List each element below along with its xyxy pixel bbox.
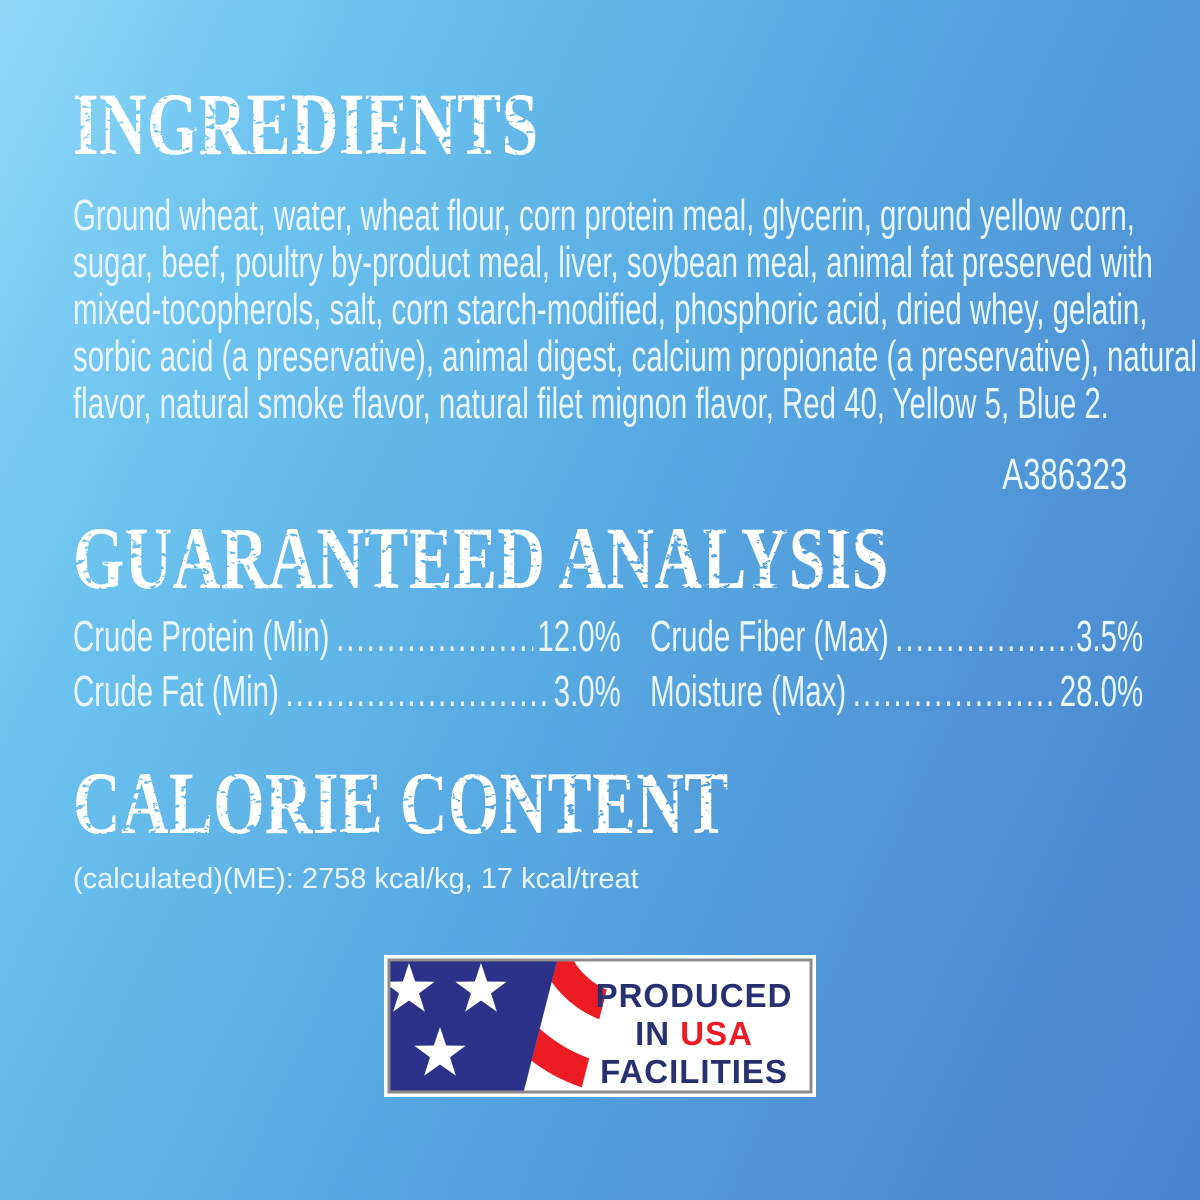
svg-text:PRODUCED: PRODUCED	[596, 977, 793, 1014]
svg-text:FACILITIES: FACILITIES	[600, 1053, 788, 1090]
svg-text:IN USA: IN USA	[635, 1015, 753, 1052]
